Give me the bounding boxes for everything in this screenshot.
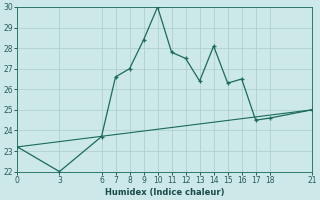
- X-axis label: Humidex (Indice chaleur): Humidex (Indice chaleur): [105, 188, 224, 197]
